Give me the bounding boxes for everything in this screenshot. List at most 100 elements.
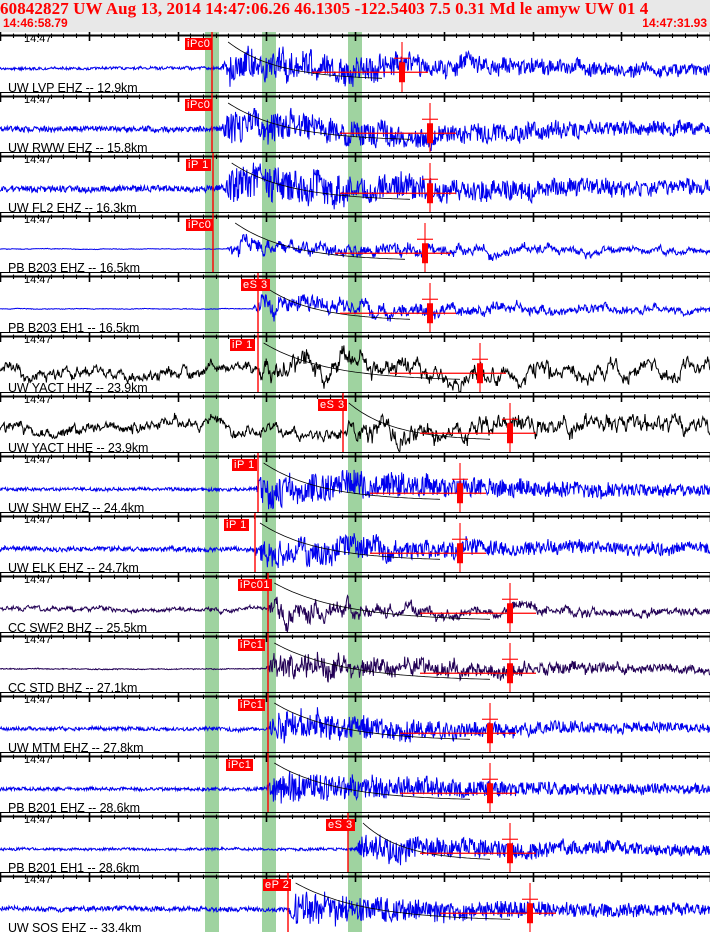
channel-label[interactable]: CC STD BHZ -- 27.1km: [8, 681, 138, 692]
waveform-trace: [0, 891, 710, 927]
channel-label[interactable]: PB B201 EH1 -- 28.6km: [8, 861, 140, 872]
waveform-plot: [0, 153, 710, 212]
phase-pick-label[interactable]: iPc0: [185, 38, 213, 50]
coda-decay-curve: [231, 162, 411, 200]
phase-pick-label[interactable]: iP 1: [230, 339, 255, 351]
waveform-trace: [0, 469, 710, 510]
waveform-plot: [0, 333, 710, 392]
event-header: 60842827 UW Aug 13, 2014 14:47:06.26 46.…: [0, 0, 710, 32]
waveform-trace: [0, 533, 710, 569]
trace-panel[interactable]: eS 3 14:47 UW YACT HHE -- 23.9km: [0, 392, 710, 452]
trace-panel[interactable]: iPc0 14:47 PB B203 EHZ -- 16.5km: [0, 212, 710, 272]
trace-panel[interactable]: eP 2 14:47 UW SQS EHZ -- 33.4km: [0, 872, 710, 932]
trace-panel[interactable]: iP 1 14:47 UW YACT HHZ -- 23.9km: [0, 332, 710, 392]
signal-window-1: [205, 273, 219, 332]
trace-panel[interactable]: iP 1 14:47 UW SHW EHZ -- 24.4km: [0, 452, 710, 512]
waveform-plot: [0, 873, 710, 932]
channel-label[interactable]: UW ELK EHZ -- 24.7km: [8, 561, 139, 572]
waveform-plot: [0, 633, 710, 692]
channel-label[interactable]: PB B201 EHZ -- 28.6km: [8, 801, 140, 812]
signal-window-2: [262, 813, 276, 872]
waveform-plot: [0, 32, 710, 92]
axis-time-label: 14:47: [24, 574, 52, 586]
signal-window-2: [262, 633, 276, 692]
coda-decay-curve: [227, 102, 411, 140]
axis-time-label: 14:47: [24, 154, 52, 166]
signal-window-2: [262, 753, 276, 812]
window-start-time: 14:46:58.79: [3, 16, 68, 30]
event-summary-line: 60842827 UW Aug 13, 2014 14:47:06.26 46.…: [0, 0, 649, 18]
signal-window-3: [348, 333, 362, 392]
axis-time-label: 14:47: [24, 394, 52, 406]
signal-window-1: [205, 693, 219, 752]
channel-label[interactable]: PB B203 EH1 -- 16.5km: [8, 321, 140, 332]
waveform-trace: [0, 293, 710, 322]
signal-window-1: [205, 393, 219, 452]
axis-time-label: 14:47: [24, 334, 52, 346]
trace-panel[interactable]: iPc1 14:47 CC STD BHZ -- 27.1km: [0, 632, 710, 692]
coda-decay-curve: [295, 882, 511, 920]
phase-pick-label[interactable]: eS 3: [326, 819, 355, 831]
axis-time-label: 14:47: [24, 454, 52, 466]
waveform-plot: [0, 93, 710, 152]
axis-time-label: 14:47: [24, 814, 52, 826]
phase-pick-label[interactable]: iPc0: [186, 219, 214, 231]
axis-time-label: 14:47: [24, 214, 52, 226]
signal-window-1: [205, 753, 219, 812]
phase-pick-label[interactable]: iP 1: [224, 519, 249, 531]
axis-time-label: 14:47: [24, 874, 52, 886]
coda-decay-curve: [274, 642, 491, 680]
waveform-plot: [0, 753, 710, 812]
channel-label[interactable]: UW YACT HHZ -- 23.9km: [8, 381, 148, 392]
trace-panel[interactable]: iPc1 14:47 PB B201 EHZ -- 28.6km: [0, 752, 710, 812]
channel-label[interactable]: CC SWF2 BHZ -- 25.5km: [8, 621, 147, 632]
waveform-trace: [0, 45, 710, 87]
waveform-trace: [0, 107, 710, 152]
signal-window-2: [262, 693, 276, 752]
channel-label[interactable]: UW SHW EHZ -- 24.4km: [8, 501, 145, 512]
channel-label[interactable]: PB B203 EHZ -- 16.5km: [8, 261, 140, 272]
trace-list[interactable]: iPc0 14:47 UW LVP EHZ -- 12.9km iPc0 14:47 UW…: [0, 32, 710, 938]
axis-time-label: 14:47: [24, 694, 52, 706]
phase-pick-label[interactable]: iPc0: [185, 99, 213, 111]
coda-decay-curve: [234, 222, 406, 260]
waveform-trace: [0, 707, 710, 744]
trace-panel[interactable]: eS 3 14:47 PB B201 EH1 -- 28.6km: [0, 812, 710, 872]
phase-pick-label[interactable]: iPc1: [226, 759, 254, 771]
phase-pick-label[interactable]: eS 3: [318, 399, 347, 411]
channel-label[interactable]: UW FL2 EHZ -- 16.3km: [8, 201, 137, 212]
trace-panel[interactable]: iPc0 14:47 UW LVP EHZ -- 12.9km: [0, 32, 710, 92]
trace-panel[interactable]: eS 3 14:47 PB B203 EH1 -- 16.5km: [0, 272, 710, 332]
signal-window-1: [205, 573, 219, 632]
waveform-trace: [0, 834, 710, 866]
phase-pick-label[interactable]: iPc1: [238, 699, 266, 711]
trace-panel[interactable]: iP 1 14:47 UW ELK EHZ -- 24.7km: [0, 512, 710, 572]
waveform-trace: [0, 651, 710, 683]
waveform-plot: [0, 273, 710, 332]
signal-window-1: [205, 813, 219, 872]
phase-pick-label[interactable]: iP 1: [186, 159, 211, 171]
trace-panel[interactable]: iPc01 14:47 CC SWF2 BHZ -- 25.5km: [0, 572, 710, 632]
axis-time-label: 14:47: [24, 754, 52, 766]
trace-panel[interactable]: iPc0 14:47 UW RWW EHZ -- 15.8km: [0, 92, 710, 152]
channel-label[interactable]: UW MTM EHZ -- 27.8km: [8, 741, 144, 752]
waveform-trace: [0, 594, 710, 632]
channel-label[interactable]: UW YACT HHE -- 23.9km: [8, 441, 149, 452]
phase-pick-label[interactable]: eP 2: [263, 879, 292, 891]
phase-pick-label[interactable]: iPc1: [238, 639, 266, 651]
trace-panel[interactable]: iP 1 14:47 UW FL2 EHZ -- 16.3km: [0, 152, 710, 212]
signal-window-1: [205, 633, 219, 692]
trace-panel[interactable]: iPc1 14:47 UW MTM EHZ -- 27.8km: [0, 692, 710, 752]
coda-decay-curve: [263, 462, 441, 500]
channel-label[interactable]: UW LVP EHZ -- 12.9km: [8, 81, 138, 92]
waveform-plot: [0, 813, 710, 872]
signal-window-3: [348, 273, 362, 332]
phase-pick-label[interactable]: eS 3: [241, 279, 270, 291]
channel-label[interactable]: UW SQS EHZ -- 33.4km: [8, 921, 142, 932]
channel-label[interactable]: UW RWW EHZ -- 15.8km: [8, 141, 148, 152]
coda-decay-curve: [274, 582, 491, 620]
phase-pick-label[interactable]: iPc01: [238, 579, 273, 591]
waveform-trace: [0, 770, 710, 804]
waveform-trace: [0, 345, 710, 392]
phase-pick-label[interactable]: iP 1: [232, 459, 257, 471]
